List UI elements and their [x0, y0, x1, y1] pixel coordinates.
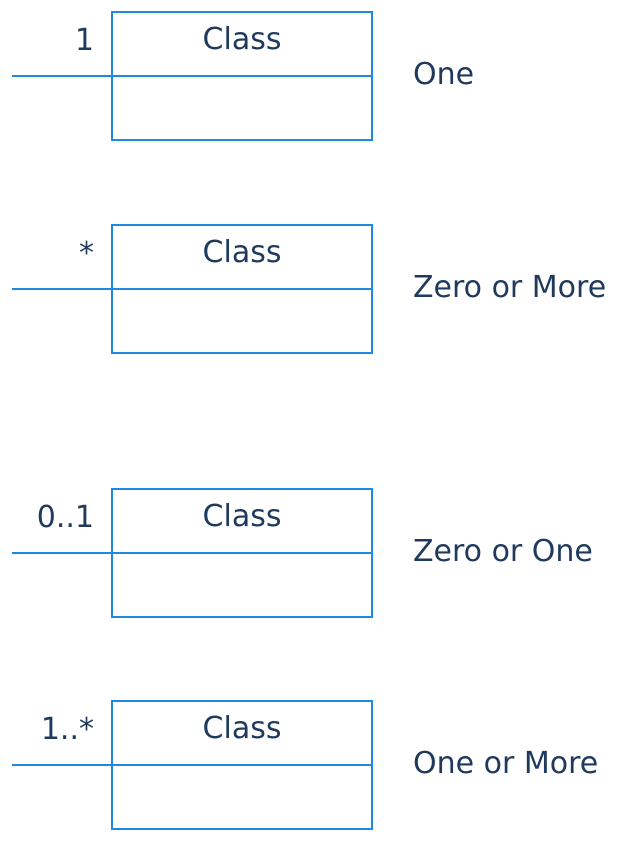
multiplicity-label: 0..1 [36, 500, 94, 535]
multiplicity-meaning: One or More [413, 746, 599, 781]
multiplicity-row-one: 1 Class One [0, 11, 632, 143]
multiplicity-row-zero-or-one: 0..1 Class Zero or One [0, 488, 632, 620]
class-box: Class [111, 488, 373, 618]
multiplicity-label: 1..* [40, 712, 94, 747]
multiplicity-meaning: Zero or More [413, 270, 607, 305]
association-line [12, 288, 113, 290]
association-line [12, 552, 113, 554]
class-box: Class [111, 700, 373, 830]
multiplicity-row-zero-or-more: * Class Zero or More [0, 224, 632, 356]
class-body [113, 290, 371, 352]
class-box: Class [111, 11, 373, 141]
multiplicity-label: 1 [74, 23, 94, 58]
class-box: Class [111, 224, 373, 354]
class-body [113, 766, 371, 828]
class-body [113, 554, 371, 616]
class-body [113, 77, 371, 139]
multiplicity-row-one-or-more: 1..* Class One or More [0, 700, 632, 832]
class-name: Class [113, 490, 371, 554]
association-line [12, 75, 113, 77]
multiplicity-label: * [79, 236, 94, 271]
class-name: Class [113, 226, 371, 290]
association-line [12, 764, 113, 766]
class-name: Class [113, 702, 371, 766]
multiplicity-meaning: One [413, 57, 475, 92]
class-name: Class [113, 13, 371, 77]
multiplicity-meaning: Zero or One [413, 534, 593, 569]
